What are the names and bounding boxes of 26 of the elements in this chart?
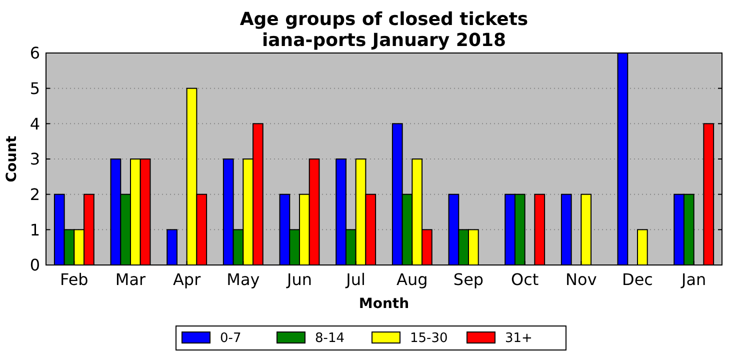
y-tick-label: 5 — [30, 78, 40, 98]
legend-label: 0-7 — [220, 331, 242, 346]
chart-title: Age groups of closed tickets iana-ports January 2018 — [240, 9, 528, 51]
x-tick-label: Apr — [172, 270, 202, 289]
legend-label: 31+ — [505, 331, 532, 346]
legend-label: 15-30 — [410, 331, 448, 346]
y-tick-label: 1 — [30, 220, 40, 240]
x-tick-label: Jun — [286, 270, 312, 289]
y-tick-label: 0 — [30, 256, 40, 275]
y-tick-label: 4 — [30, 114, 40, 134]
y-tick-label: 3 — [30, 150, 40, 169]
x-tick-label: Jan — [680, 270, 706, 289]
x-tick-label: Aug — [396, 270, 428, 289]
x-tick-label: Sep — [453, 270, 484, 289]
x-tick-label: Nov — [566, 270, 597, 289]
x-axis-title: Month — [358, 296, 410, 312]
x-tick-label: Dec — [622, 270, 653, 289]
y-tick-label: 2 — [30, 184, 40, 204]
x-tick-label: May — [226, 270, 260, 289]
y-axis-title: Count — [4, 135, 20, 182]
legend-label: 8-14 — [315, 331, 345, 346]
x-tick-label: Feb — [60, 270, 88, 289]
x-tick-label: Oct — [510, 270, 539, 289]
x-tick-label: Mar — [115, 270, 146, 289]
y-tick-label: 6 — [30, 44, 40, 63]
x-tick-label: Jul — [345, 270, 366, 289]
